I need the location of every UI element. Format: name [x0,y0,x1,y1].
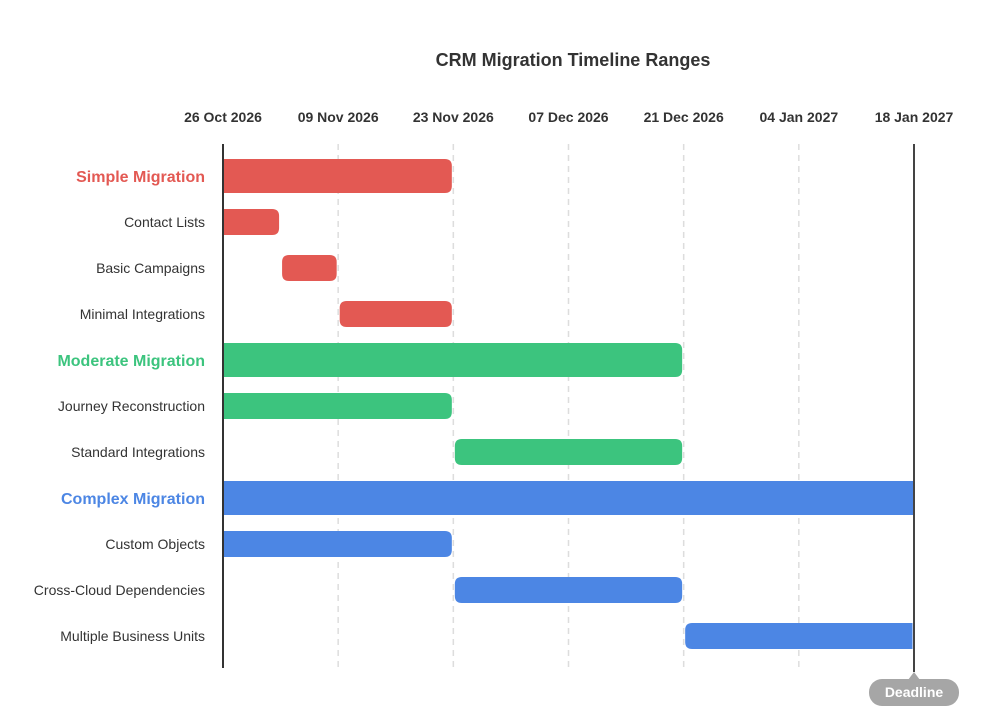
task-bar [223,209,280,235]
task-bar [454,577,683,603]
row-labels: Simple Migration Contact Lists Basic Campa… [34,169,205,644]
group-bar [223,343,683,377]
deadline-pointer [908,672,920,680]
deadline-badge [869,679,959,706]
task-bar [223,531,452,557]
group-label: Complex Migration [61,491,205,508]
group-bar [223,159,452,193]
task-label: Multiple Business Units [60,628,205,644]
deadline-label: Deadline [885,684,944,700]
group-label: Moderate Migration [57,353,205,370]
task-label: Minimal Integrations [80,306,205,322]
task-label: Custom Objects [105,536,205,552]
task-label: Basic Campaigns [96,260,205,276]
x-tick-label: 21 Dec 2026 [644,109,724,125]
bars [223,159,914,649]
x-axis-ticks: 26 Oct 2026 09 Nov 2026 23 Nov 2026 07 Dec … [184,109,953,125]
task-label: Cross-Cloud Dependencies [34,582,205,598]
task-bar [223,393,452,419]
task-bar [685,623,913,649]
group-bar [223,481,914,515]
x-tick-label: 04 Jan 2027 [760,109,839,125]
x-tick-label: 18 Jan 2027 [875,109,954,125]
task-bar [454,439,683,465]
task-bar [339,301,452,327]
task-bar [282,255,337,281]
deadline-marker: Deadline [869,144,959,706]
group-label: Simple Migration [76,169,205,186]
x-tick-label: 23 Nov 2026 [413,109,494,125]
task-label: Journey Reconstruction [58,398,205,414]
task-label: Standard Integrations [71,444,205,460]
x-tick-label: 09 Nov 2026 [298,109,379,125]
x-tick-label: 26 Oct 2026 [184,109,262,125]
x-tick-label: 07 Dec 2026 [528,109,608,125]
chart-title: CRM Migration Timeline Ranges [436,50,711,70]
task-label: Contact Lists [124,214,205,230]
